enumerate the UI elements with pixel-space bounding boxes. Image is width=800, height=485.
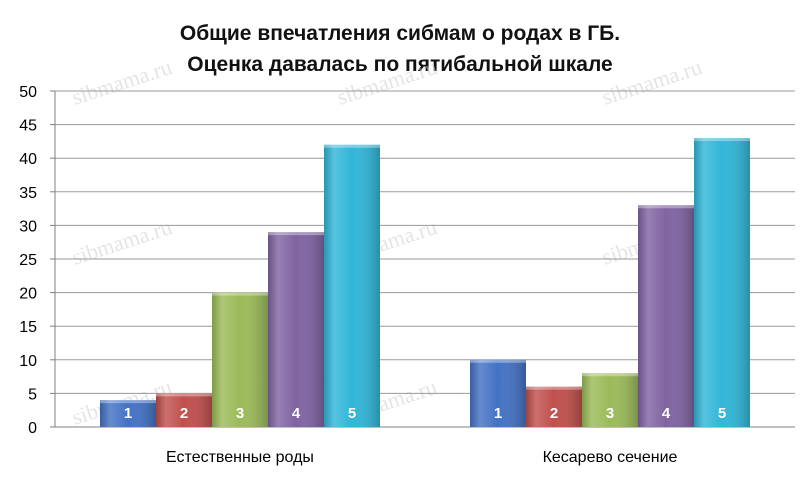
bar-label: 1: [124, 405, 132, 422]
y-tick-label: 5: [28, 386, 37, 403]
y-tick-label: 45: [19, 118, 37, 135]
bar-label: 1: [494, 405, 502, 422]
watermark-text: sibmama.ru: [69, 214, 175, 270]
bar-top-highlight: [638, 205, 694, 209]
x-category-label: Естественные роды: [166, 449, 314, 466]
bar-shading: [638, 205, 694, 427]
y-tick-label: 15: [19, 319, 37, 336]
chart-subtitle: Оценка давалась по пятибальной шкале: [187, 53, 613, 76]
y-axis: 0 5 10 15 20 25 30 35 40 45 50: [19, 84, 56, 437]
bar-label: 2: [550, 405, 558, 422]
bar-label: 3: [236, 405, 244, 422]
watermark-text: sibmama.ru: [599, 54, 705, 110]
bar-top-highlight: [470, 359, 526, 363]
watermark-text: sibmama.ru: [69, 54, 175, 110]
y-tick-label: 50: [19, 84, 37, 101]
bar-shading: [526, 386, 582, 427]
watermark-text: sibmama.ru: [334, 54, 440, 110]
bar-top-highlight: [268, 232, 324, 236]
bar-label: 3: [606, 405, 614, 422]
bar-shading: [100, 400, 156, 427]
bar-label: 5: [348, 405, 356, 422]
bar-label: 2: [180, 405, 188, 422]
y-tick-label: 40: [19, 151, 37, 168]
bar-top-highlight: [526, 386, 582, 390]
y-tick-label: 0: [28, 420, 37, 437]
bar-top-highlight: [156, 393, 212, 397]
y-tick-label: 20: [19, 286, 37, 303]
y-tick-label: 30: [19, 218, 37, 235]
bar-top-highlight: [694, 138, 750, 142]
bar-shading: [268, 232, 324, 427]
x-category-label: Кесарево сечение: [543, 449, 678, 466]
y-tick-label: 25: [19, 252, 37, 269]
bar-shading: [470, 359, 526, 427]
bar-label: 4: [292, 405, 301, 422]
y-tick-label: 10: [19, 353, 37, 370]
y-tick-label: 35: [19, 185, 37, 202]
bar-shading: [212, 292, 268, 427]
x-axis: Естественные роды Кесарево сечение: [166, 449, 677, 466]
bar-shading: [156, 393, 212, 427]
bar-top-highlight: [100, 400, 156, 404]
bars: 1 2 3 4 5 1 2 3 4 5: [100, 138, 750, 428]
bar-top-highlight: [212, 292, 268, 296]
bar-top-highlight: [582, 373, 638, 377]
bar-top-highlight: [324, 144, 380, 148]
bar-shading: [694, 138, 750, 428]
bar-shading: [324, 144, 380, 427]
bar-shading: [582, 373, 638, 427]
bar-label: 5: [718, 405, 726, 422]
chart-title: Общие впечатления сибмам о родах в ГБ.: [179, 22, 621, 45]
bar-label: 4: [662, 405, 671, 422]
